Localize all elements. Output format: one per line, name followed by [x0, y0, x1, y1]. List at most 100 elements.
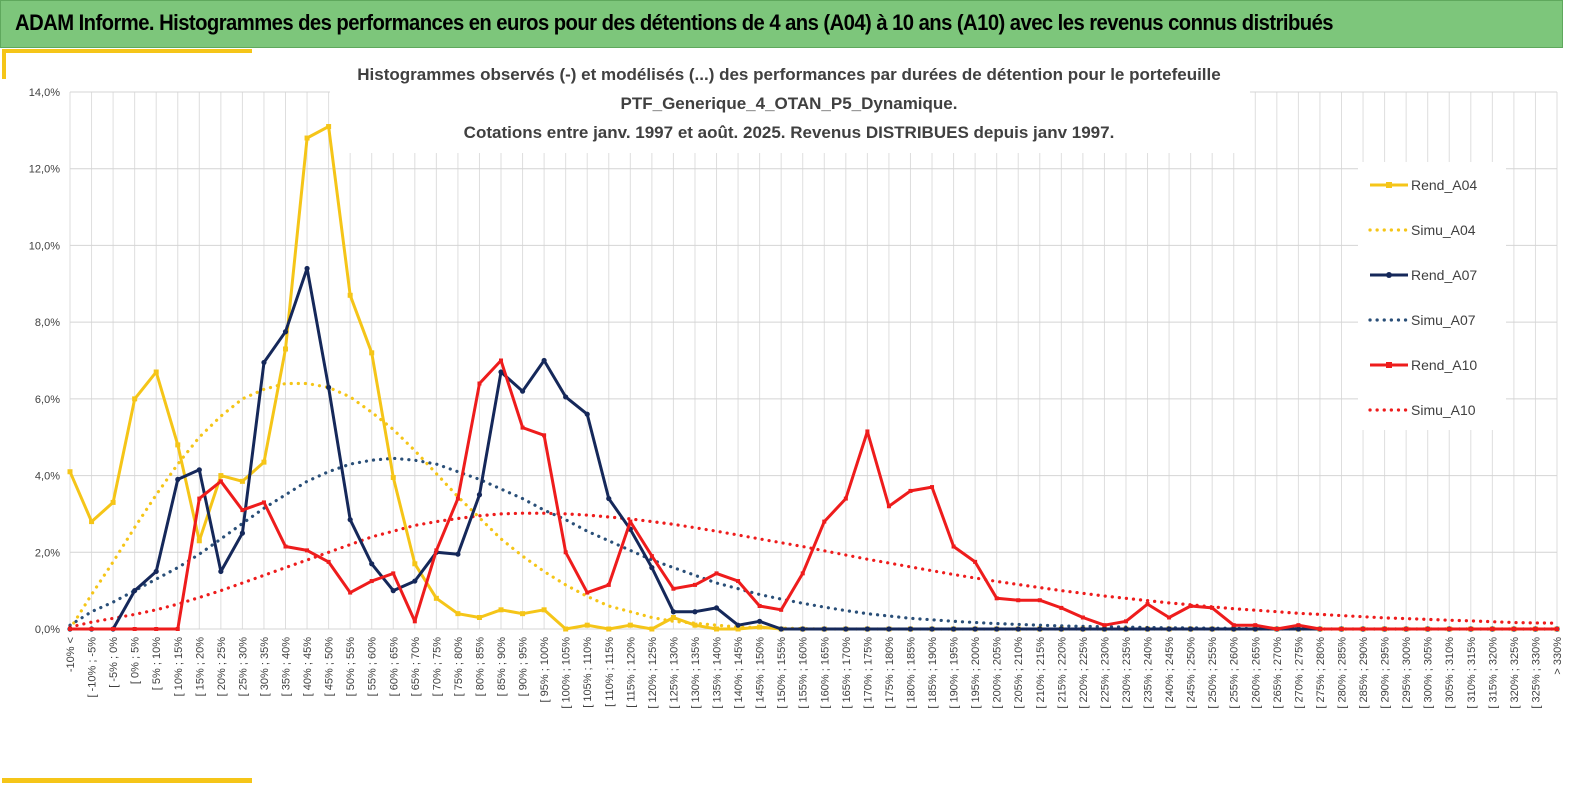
data-point — [1209, 626, 1215, 632]
x-tick-label: [ 245% ; 250% — [1186, 637, 1198, 709]
y-tick-label: 10,0% — [29, 240, 60, 252]
data-point — [132, 396, 138, 402]
data-point — [800, 571, 805, 576]
data-point — [692, 609, 698, 615]
x-tick-label: [ -10% ; -5% — [87, 637, 99, 698]
x-tick-label: [ 165% ; 170% — [841, 637, 853, 709]
data-point — [843, 626, 849, 632]
data-point — [627, 622, 633, 628]
x-tick-label: [ 250% ; 255% — [1207, 637, 1219, 709]
legend-label: Rend_A04 — [1411, 177, 1477, 193]
data-point — [951, 544, 956, 549]
y-tick-label: 0,0% — [35, 624, 60, 636]
data-point — [153, 568, 159, 575]
data-point — [132, 588, 138, 594]
x-tick-label: [ 35% ; 40% — [281, 637, 293, 697]
data-point — [369, 579, 374, 584]
data-point — [240, 508, 245, 513]
data-point — [1231, 623, 1236, 628]
report-banner: ADAM Informe. Histogrammes des performan… — [0, 0, 1563, 48]
data-point — [1080, 615, 1085, 620]
data-point — [1059, 605, 1064, 610]
x-tick-label: [ 120% ; 125% — [647, 637, 659, 709]
data-point — [821, 626, 827, 632]
data-point — [606, 495, 612, 502]
data-point — [369, 350, 375, 356]
data-point — [455, 496, 460, 501]
data-point — [1037, 626, 1043, 632]
series-line-rend_a10 — [70, 359, 1557, 631]
data-point — [864, 626, 870, 632]
x-tick-label: [ 110% ; 115% — [604, 637, 616, 707]
x-tick-label: [ 45% ; 50% — [324, 637, 336, 697]
data-point — [757, 624, 763, 630]
data-point — [218, 479, 223, 484]
data-point — [1123, 619, 1128, 624]
x-tick-label: [ 180% ; 185% — [905, 637, 917, 709]
x-tick-label: > 330% — [1552, 637, 1564, 675]
data-point — [196, 467, 202, 473]
x-tick-label: [ 315% ; 320% — [1487, 637, 1499, 709]
x-tick-label: [ 265% ; 270% — [1272, 637, 1284, 709]
data-point — [670, 609, 677, 615]
x-tick-label: [ 15% ; 20% — [194, 637, 206, 697]
data-point — [1167, 615, 1172, 620]
legend-marker — [1386, 272, 1392, 278]
chart-title-line: PTF_Generique_4_OTAN_P5_Dynamique. — [621, 94, 958, 113]
x-tick-label: [ 140% ; 145% — [733, 637, 745, 709]
data-point — [563, 550, 568, 555]
data-point — [110, 499, 116, 505]
data-point — [929, 626, 935, 632]
x-tick-label: [ 305% ; 310% — [1444, 637, 1456, 709]
data-point — [499, 358, 504, 363]
x-tick-label: [ 40% ; 45% — [302, 637, 314, 697]
x-tick-label: [ 70% ; 75% — [431, 637, 443, 697]
x-tick-label: [ 145% ; 150% — [755, 637, 767, 709]
data-point — [89, 519, 95, 525]
data-point — [1231, 626, 1237, 632]
data-point — [1253, 623, 1258, 628]
data-point — [973, 559, 978, 564]
y-tick-label: 8,0% — [35, 317, 60, 329]
data-point — [713, 605, 720, 611]
y-tick-label: 12,0% — [29, 164, 60, 176]
data-point — [541, 357, 547, 364]
y-tick-label: 6,0% — [35, 394, 60, 406]
data-point — [908, 488, 913, 493]
x-tick-label: [ 155% ; 160% — [798, 637, 810, 709]
data-point — [1425, 627, 1430, 631]
data-point — [1511, 627, 1516, 631]
data-point — [950, 626, 957, 632]
data-point — [412, 561, 418, 567]
chart-title-line: Histogrammes observés (-) et modélisés (… — [357, 65, 1220, 84]
x-tick-label: -10% < — [65, 637, 77, 672]
x-tick-label: [ 275% ; 280% — [1315, 637, 1327, 709]
data-point — [1145, 602, 1150, 607]
data-point — [283, 346, 289, 352]
x-tick-label: [ 100% ; 105% — [561, 637, 573, 709]
data-point — [972, 626, 978, 632]
data-point — [1447, 627, 1452, 631]
data-point — [1295, 626, 1301, 632]
y-tick-label: 4,0% — [35, 471, 60, 483]
data-point — [89, 627, 94, 631]
x-tick-label: [ 95% ; 100% — [539, 637, 551, 703]
data-point — [239, 530, 246, 536]
x-tick-label: [ 55% ; 60% — [367, 637, 379, 697]
series-line-rend_a07 — [70, 266, 1557, 631]
data-point — [1490, 627, 1495, 631]
data-point — [520, 611, 526, 617]
accent-bar-bottom — [2, 778, 252, 783]
legend-label: Simu_A07 — [1411, 312, 1476, 328]
data-point — [1468, 627, 1473, 631]
y-tick-label: 2,0% — [35, 547, 60, 559]
x-tick-label: [ 160% ; 165% — [819, 637, 831, 709]
x-tick-label: [ 270% ; 275% — [1293, 637, 1305, 709]
data-point — [670, 614, 676, 620]
x-tick-label: [ 255% ; 260% — [1229, 637, 1241, 709]
x-tick-label: [ 125% ; 130% — [668, 637, 680, 709]
data-point — [714, 571, 719, 576]
data-point — [239, 478, 245, 484]
legend-marker — [1386, 362, 1392, 368]
data-point — [649, 565, 655, 571]
